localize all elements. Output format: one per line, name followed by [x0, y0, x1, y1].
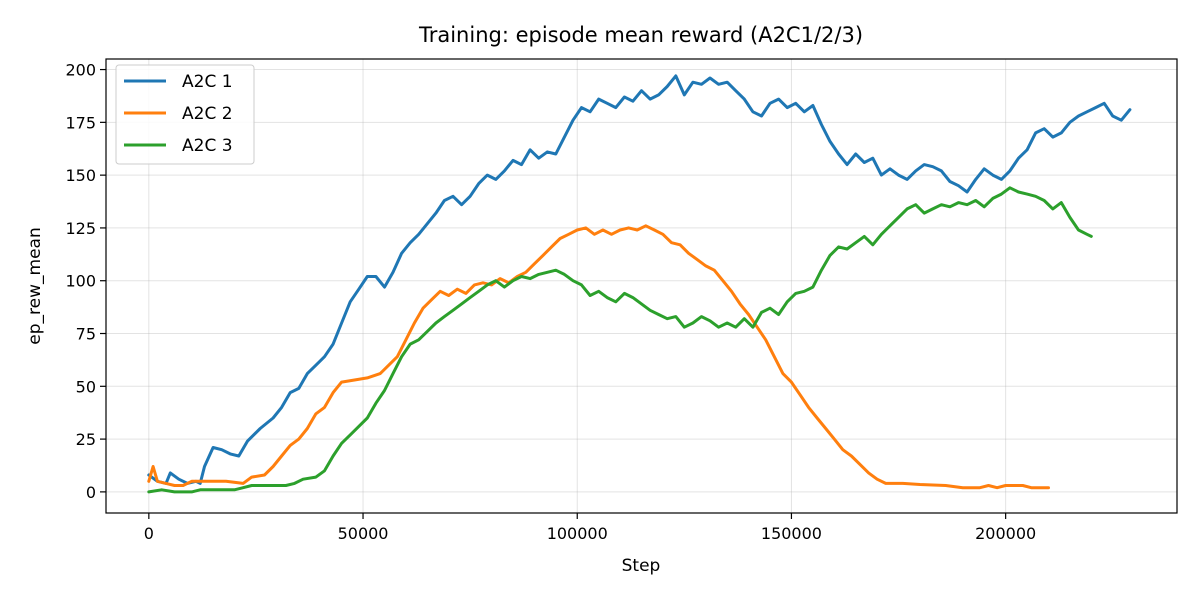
y-tick-label: 100 [65, 272, 96, 291]
y-tick-label: 50 [76, 377, 96, 396]
legend-label-a2c-1: A2C 1 [182, 72, 233, 92]
y-axis: 0 25 50 75 100 125 150 175 200 [65, 61, 106, 502]
x-tick-label: 100000 [547, 524, 608, 543]
x-tick-label: 50000 [338, 524, 389, 543]
x-tick-label: 0 [144, 524, 154, 543]
series-line-a2c-2 [147, 224, 1050, 490]
legend-box [115, 64, 255, 165]
y-tick-label: 125 [65, 219, 96, 238]
series-line-a2c-3 [147, 186, 1093, 494]
x-axis-label: Step [622, 556, 661, 576]
y-tick-label: 200 [65, 61, 96, 80]
legend-label-a2c-3: A2C 3 [182, 136, 233, 156]
chart-title: Training: episode mean reward (A2C1/2/3) [418, 23, 863, 47]
x-tick-label: 150000 [761, 524, 822, 543]
legend-label-a2c-2: A2C 2 [182, 104, 233, 124]
series-group [147, 74, 1132, 494]
grid [106, 59, 1177, 513]
y-axis-label: ep_rew_mean [25, 227, 45, 344]
y-tick-label: 25 [76, 430, 96, 449]
y-tick-label: 150 [65, 166, 96, 185]
y-tick-label: 0 [86, 483, 96, 502]
legend: A2C 1 A2C 2 A2C 3 [115, 64, 255, 165]
y-tick-label: 75 [76, 325, 96, 344]
plot-frame [105, 58, 1178, 514]
x-axis: 0 50000 100000 150000 200000 [144, 513, 1036, 543]
series-line-a2c-1 [147, 74, 1132, 485]
y-tick-label: 175 [65, 113, 96, 132]
x-tick-label: 200000 [975, 524, 1036, 543]
